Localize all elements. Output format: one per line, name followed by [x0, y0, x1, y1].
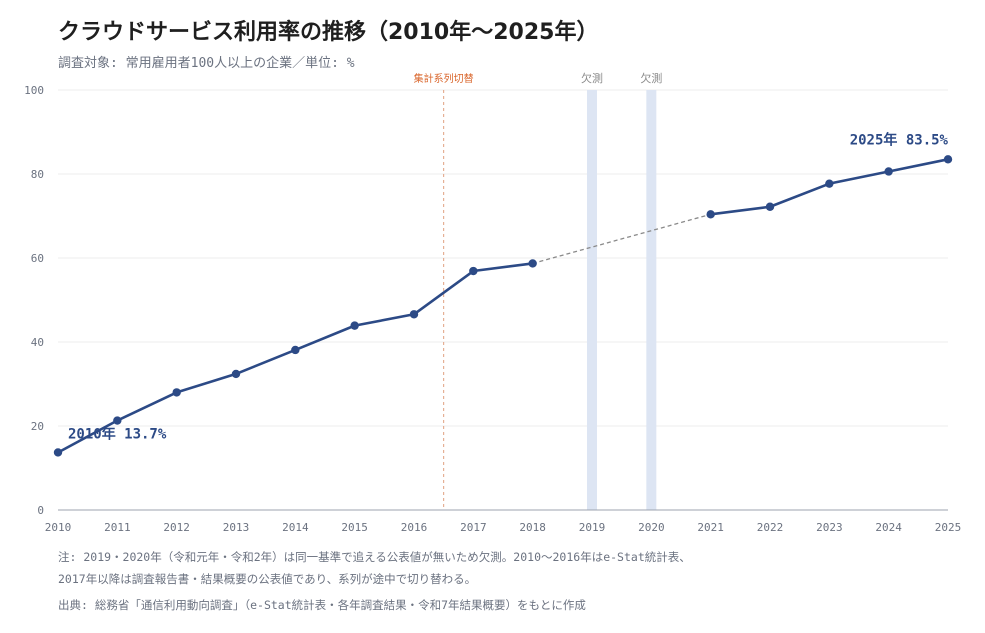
x-tick-label: 2024 [875, 521, 902, 534]
y-tick-label: 0 [37, 504, 44, 517]
data-point-2023 [825, 179, 834, 188]
data-point-2018 [528, 259, 537, 268]
data-point-2021 [706, 210, 715, 219]
x-tick-label: 2023 [816, 521, 843, 534]
data-point-2014 [291, 345, 300, 355]
series-line-2010-2018 [56, 262, 534, 454]
line-chart: 0 20 40 60 80 100 欠測 欠測 集計系列切替 2010 2011 2012 2013 20… [24, 71, 962, 534]
y-tick-label: 60 [31, 252, 44, 265]
x-tick-label: 2025 [935, 521, 962, 534]
chart-subtitle: 調査対象: 常用雇用者100人以上の企業／単位: % [58, 56, 355, 71]
data-point-2010 [53, 448, 63, 457]
data-point-2012 [172, 388, 181, 397]
x-tick-label: 2018 [519, 521, 546, 534]
x-tick-label: 2017 [460, 521, 487, 534]
x-tick-label: 2014 [282, 521, 309, 534]
footnote-line-1: 注: 2019・2020年（令和元年・令和2年）は同一基準で追える公表値が無いた… [58, 550, 691, 564]
x-tick-label: 2020 [638, 521, 665, 534]
x-tick-label: 2015 [341, 521, 368, 534]
x-tick-label: 2016 [401, 521, 428, 534]
data-point-2024 [884, 167, 893, 176]
x-tick-label: 2019 [579, 521, 606, 534]
footnote-line-2: 2017年以降は調査報告書・結果概要の公表値であり、系列が途中で切り替わる。 [58, 572, 477, 586]
data-point-2022 [765, 202, 775, 211]
x-tick-label: 2022 [757, 521, 784, 534]
chart-title: クラウドサービス利用率の推移（2010年〜2025年） [58, 20, 599, 45]
y-tick-label: 20 [31, 420, 44, 433]
data-point-2017 [469, 266, 478, 276]
x-tick-label: 2011 [104, 521, 131, 534]
missing-year-label: 欠測 [581, 71, 603, 85]
data-point-2015 [350, 321, 359, 330]
missing-year-band [587, 90, 597, 510]
annotation-start: 2010年 13.7% [68, 425, 167, 442]
data-point-2013 [231, 369, 241, 379]
gap-connector-line [532, 213, 711, 265]
source-note: 出典: 総務省「通信利用動向調査」（e-Stat統計表・各年調査結果・令和7年結… [58, 598, 586, 612]
data-point-2011 [113, 416, 122, 425]
y-tick-label: 80 [31, 168, 44, 181]
x-tick-label: 2010 [45, 521, 72, 534]
missing-year-band [646, 90, 657, 510]
series-switch-label: 集計系列切替 [414, 72, 474, 85]
data-point-2016 [409, 310, 419, 319]
x-tick-label: 2013 [223, 521, 250, 534]
y-tick-label: 100 [24, 84, 44, 97]
x-tick-label: 2021 [697, 521, 724, 534]
data-point-2025 [943, 155, 953, 164]
y-tick-label: 40 [31, 336, 44, 349]
missing-year-label: 欠測 [640, 71, 662, 85]
x-tick-label: 2012 [163, 521, 190, 534]
annotation-end: 2025年 83.5% [850, 131, 949, 148]
